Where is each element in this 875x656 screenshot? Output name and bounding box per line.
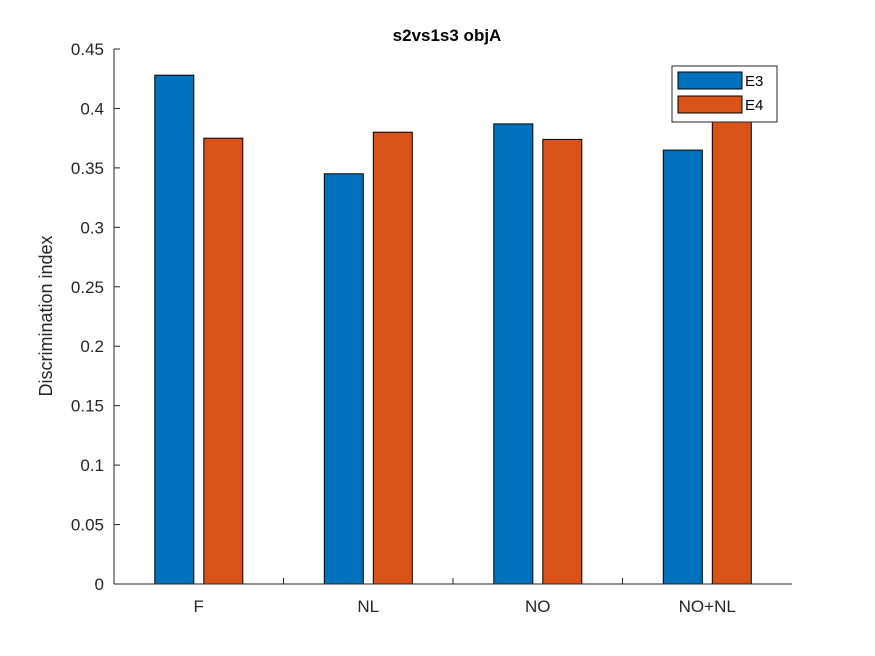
- y-tick-label: 0.45: [71, 40, 104, 59]
- bar-e3-no-nl: [662, 149, 703, 585]
- y-tick-label: 0.35: [71, 159, 104, 178]
- bar-e4-no-nl: [711, 115, 752, 585]
- y-tick-label: 0.1: [80, 456, 104, 475]
- y-tick-label: 0.4: [80, 99, 104, 118]
- chart-title: s2vs1s3 objA: [393, 26, 502, 45]
- bar-e3-f: [154, 74, 195, 585]
- y-tick-label: 0: [95, 575, 104, 594]
- bar-e3-nl: [323, 173, 364, 585]
- axes: 0 0.05 0.1 0.15 0.2 0.25 0.3 0.35 0.4 0.45 F NL NO NO…: [71, 40, 792, 616]
- bar-e3-no: [493, 123, 534, 585]
- bar-e4-f: [203, 137, 244, 585]
- y-tick-label: 0.25: [71, 278, 104, 297]
- legend-label-e4: E4: [745, 97, 763, 114]
- y-tick-label: 0.05: [71, 516, 104, 535]
- y-tick-label: 0.3: [80, 218, 104, 237]
- y-tick-label: 0.15: [71, 397, 104, 416]
- legend-label-e3: E3: [745, 73, 763, 90]
- legend-swatch-e4: [677, 95, 743, 114]
- bar-e4-no: [542, 138, 583, 585]
- y-tick-label: 0.2: [80, 337, 104, 356]
- x-tick-label: NO+NL: [679, 597, 736, 616]
- legend-swatch-e3: [677, 71, 743, 90]
- bars-layer: [154, 74, 752, 585]
- y-axis-label: Discrimination index: [36, 235, 56, 396]
- x-tick-label: NL: [357, 597, 379, 616]
- bar-e4-nl: [372, 131, 413, 585]
- x-tick-label: NO: [525, 597, 551, 616]
- x-tick-label: F: [194, 597, 204, 616]
